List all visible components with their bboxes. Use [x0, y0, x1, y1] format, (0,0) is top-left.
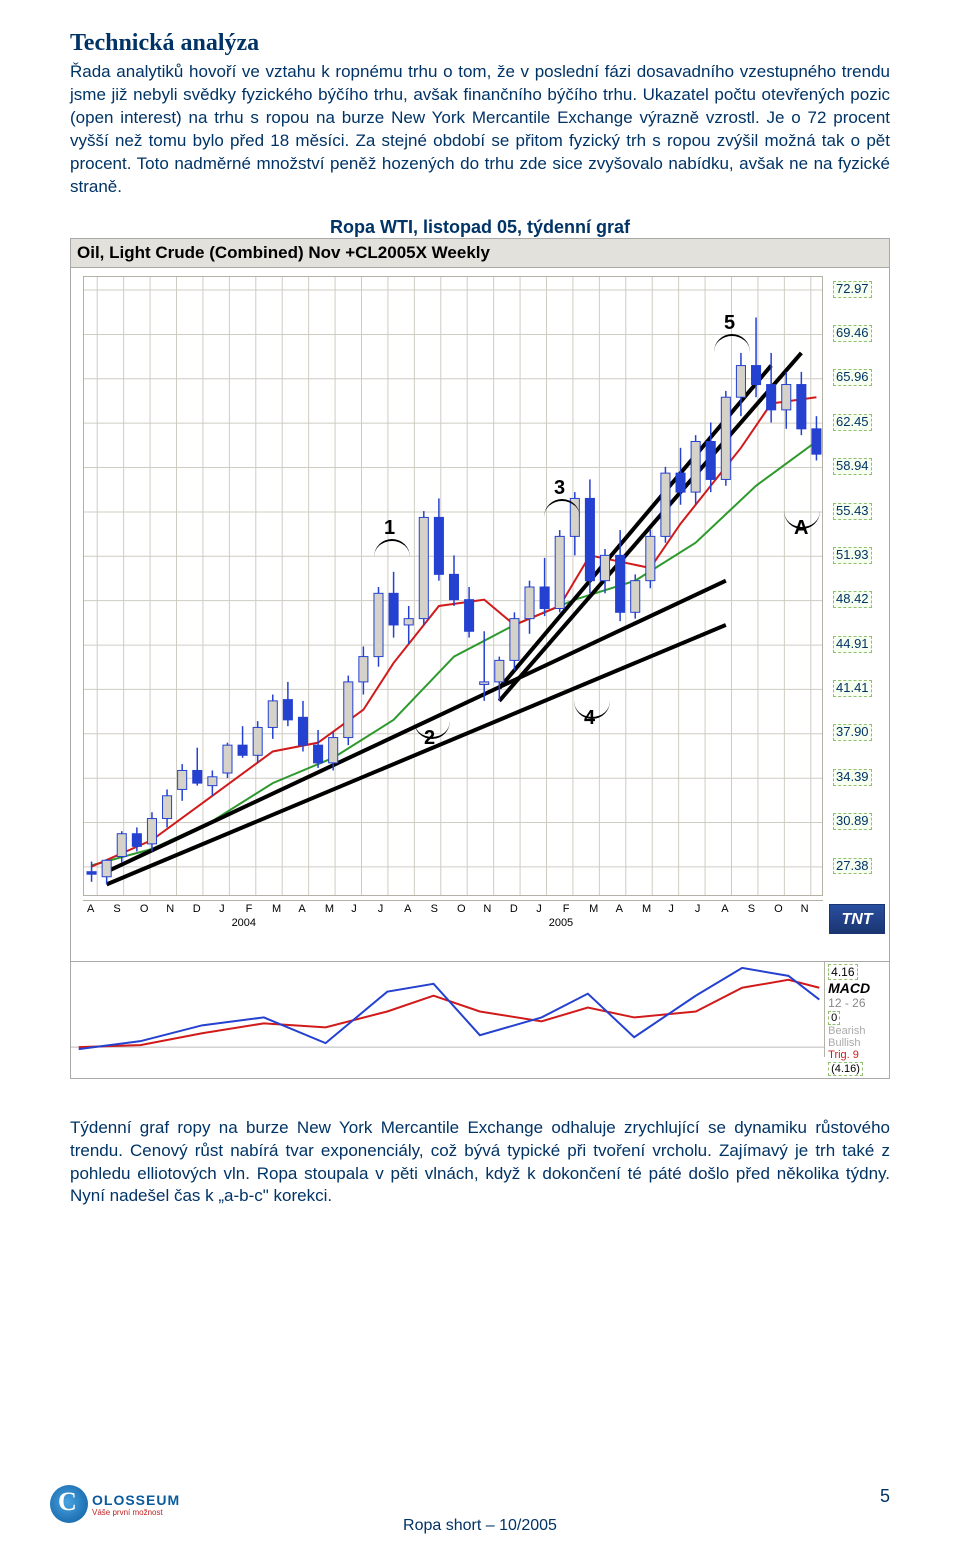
xtick-month: A: [87, 903, 94, 915]
xtick-year: 2004: [232, 917, 256, 929]
conclusion-paragraph: Týdenní graf ropy na burze New York Merc…: [70, 1117, 890, 1209]
macd-top-val: 4.16: [828, 964, 857, 980]
xtick-month: O: [774, 903, 783, 915]
logo-tagline: Váše první možnost: [92, 1508, 180, 1517]
xtick-month: A: [616, 903, 623, 915]
wave-arc: [374, 539, 410, 575]
xtick-month: A: [721, 903, 728, 915]
wave-arc: [544, 499, 580, 535]
xtick-year: 2005: [549, 917, 573, 929]
wave-arc: [784, 493, 820, 529]
wave-label-5: 5: [724, 312, 735, 335]
ytick-label: 34.39: [833, 769, 872, 786]
ytick-label: 27.38: [833, 858, 872, 875]
xtick-month: M: [325, 903, 334, 915]
wave-label-3: 3: [554, 477, 565, 500]
xtick-month: M: [589, 903, 598, 915]
section-heading: Technická analýza: [70, 30, 890, 57]
ytick-label: 48.42: [833, 591, 872, 608]
ytick-label: 62.45: [833, 414, 872, 431]
xtick-month: J: [695, 903, 701, 915]
xtick-month: J: [668, 903, 674, 915]
xtick-month: D: [510, 903, 518, 915]
xtick-month: S: [748, 903, 755, 915]
wave-arc: [414, 703, 450, 739]
wave-arc: [714, 334, 750, 370]
macd-bear: Bearish: [828, 1025, 886, 1037]
ytick-label: 51.93: [833, 547, 872, 564]
ytick-label: 30.89: [833, 813, 872, 830]
xtick-month: M: [642, 903, 651, 915]
chart-container: Oil, Light Crude (Combined) Nov +CL2005X…: [70, 238, 890, 1079]
xtick-month: J: [351, 903, 357, 915]
xtick-month: J: [536, 903, 542, 915]
xtick-month: J: [378, 903, 384, 915]
chart-title: Ropa WTI, listopad 05, týdenní graf: [70, 217, 890, 238]
macd-bull: Bullish: [828, 1037, 886, 1049]
xtick-month: A: [298, 903, 305, 915]
ytick-label: 69.46: [833, 325, 872, 342]
ytick-label: 41.41: [833, 680, 872, 697]
xtick-month: M: [272, 903, 281, 915]
ytick-label: 65.96: [833, 369, 872, 386]
xtick-month: D: [193, 903, 201, 915]
macd-label: MACD: [828, 980, 886, 996]
ytick-label: 55.43: [833, 503, 872, 520]
ytick-label: 72.97: [833, 281, 872, 298]
logo-name: OLOSSEUM: [92, 1492, 180, 1508]
macd-zero: 0: [828, 1011, 840, 1025]
xtick-month: O: [140, 903, 149, 915]
xtick-month: A: [404, 903, 411, 915]
intro-paragraph: Řada analytiků hovoří ve vztahu k ropném…: [70, 61, 890, 199]
macd-panel: 4.16 MACD 12 - 26 0 Bearish Bullish Trig…: [70, 962, 890, 1079]
macd-bot-val: (4.16): [828, 1062, 863, 1076]
macd-trig: Trig. 9: [828, 1049, 886, 1061]
wave-label-1: 1: [384, 517, 395, 540]
xtick-month: J: [219, 903, 225, 915]
ytick-label: 37.90: [833, 724, 872, 741]
xtick-month: O: [457, 903, 466, 915]
xtick-month: N: [166, 903, 174, 915]
macd-sub: 12 - 26: [828, 996, 886, 1010]
xtick-month: F: [563, 903, 570, 915]
xtick-month: F: [246, 903, 253, 915]
xtick-month: S: [431, 903, 438, 915]
footer: Ropa short – 10/2005: [0, 1517, 960, 1535]
chart-header: Oil, Light Crude (Combined) Nov +CL2005X…: [70, 238, 890, 267]
ytick-label: 58.94: [833, 458, 872, 475]
price-chart: 12345A 72.9769.4665.9662.4558.9455.4351.…: [70, 267, 890, 962]
page-number: 5: [880, 1486, 890, 1507]
tnt-logo: TNT: [829, 904, 885, 934]
xtick-month: N: [483, 903, 491, 915]
xtick-month: S: [113, 903, 120, 915]
xtick-month: N: [801, 903, 809, 915]
ytick-label: 44.91: [833, 636, 872, 653]
wave-arc: [574, 683, 610, 719]
